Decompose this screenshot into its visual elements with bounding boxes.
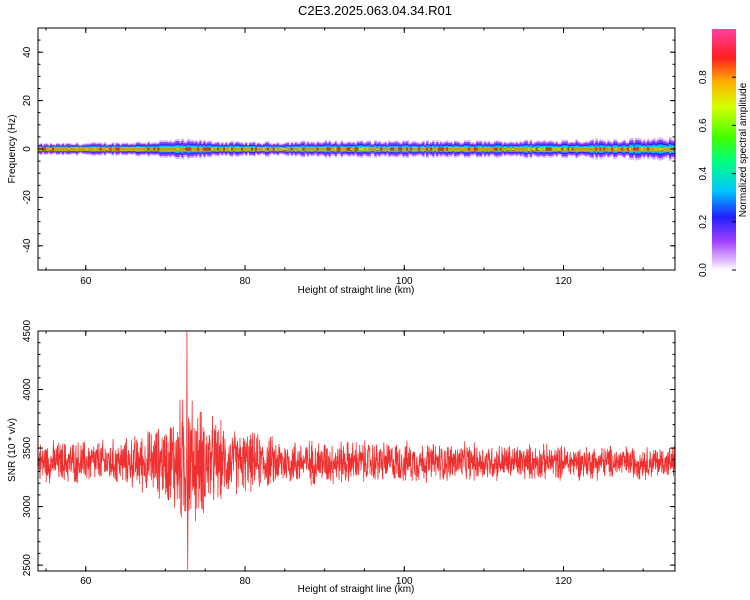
snr-frame	[37, 330, 676, 572]
snr-x-label: Height of straight line (km)	[298, 584, 415, 595]
colorbar-tick-label: 0.2	[698, 214, 709, 228]
x-tick-label: 100	[396, 276, 413, 287]
colorbar-label: Normalized spectral amplitude	[738, 82, 749, 217]
spectrogram-y-label: Frequency (Hz)	[7, 115, 18, 184]
y-tick-label: 4500	[22, 319, 33, 342]
x-tick-label: 120	[555, 576, 572, 587]
spectrogram-panel: 60 80 100 120 -40 -20 0 20 40 Height of straigh…	[7, 27, 676, 296]
y-tick-label: 20	[22, 95, 33, 107]
snr-y-ticks: 2500 3000 3500 4000 4500	[22, 319, 675, 576]
spectral-band	[38, 137, 675, 161]
colorbar-tick-label: 0.4	[698, 166, 709, 180]
colorbar-tick-label: 0.8	[698, 70, 709, 84]
colorbar-tick-label: 0.0	[698, 263, 709, 277]
x-tick-label: 80	[239, 576, 251, 587]
snr-panel: 60 80 100 120 2500 3000 3500 4000 4500 Height o…	[7, 319, 676, 595]
y-tick-label: 2500	[22, 554, 33, 577]
y-tick-label: -40	[22, 238, 33, 253]
colorbar-ticks: 0.0 0.2 0.4 0.6 0.8	[698, 70, 736, 277]
y-tick-label: 3500	[22, 437, 33, 460]
spectrogram-y-ticks: -40 -20 0 20 40	[22, 27, 675, 271]
snr-x-ticks: 60 80 100 120	[45, 331, 644, 587]
y-tick-label: 40	[22, 46, 33, 58]
spectrogram-x-ticks: 60 80 100 120	[45, 28, 644, 287]
y-tick-label: -20	[22, 190, 33, 205]
y-tick-label: 0	[22, 146, 33, 152]
colorbar-gradient	[712, 29, 736, 270]
chart-title: C2E3.2025.063.04.34.R01	[298, 3, 452, 18]
y-tick-label: 3000	[22, 495, 33, 518]
colorbar: 0.0 0.2 0.4 0.6 0.8 Normalized spectral ampl…	[698, 29, 749, 277]
x-tick-label: 120	[555, 276, 572, 287]
x-tick-label: 60	[80, 276, 92, 287]
colorbar-tick-label: 0.6	[698, 118, 709, 132]
x-tick-label: 80	[239, 276, 251, 287]
snr-series-line	[38, 331, 675, 570]
snr-y-label: SNR (10 * v/v)	[7, 418, 18, 482]
x-tick-label: 100	[396, 576, 413, 587]
y-tick-label: 4000	[22, 378, 33, 401]
x-tick-label: 60	[80, 576, 92, 587]
spectrogram-x-label: Height of straight line (km)	[298, 285, 415, 296]
